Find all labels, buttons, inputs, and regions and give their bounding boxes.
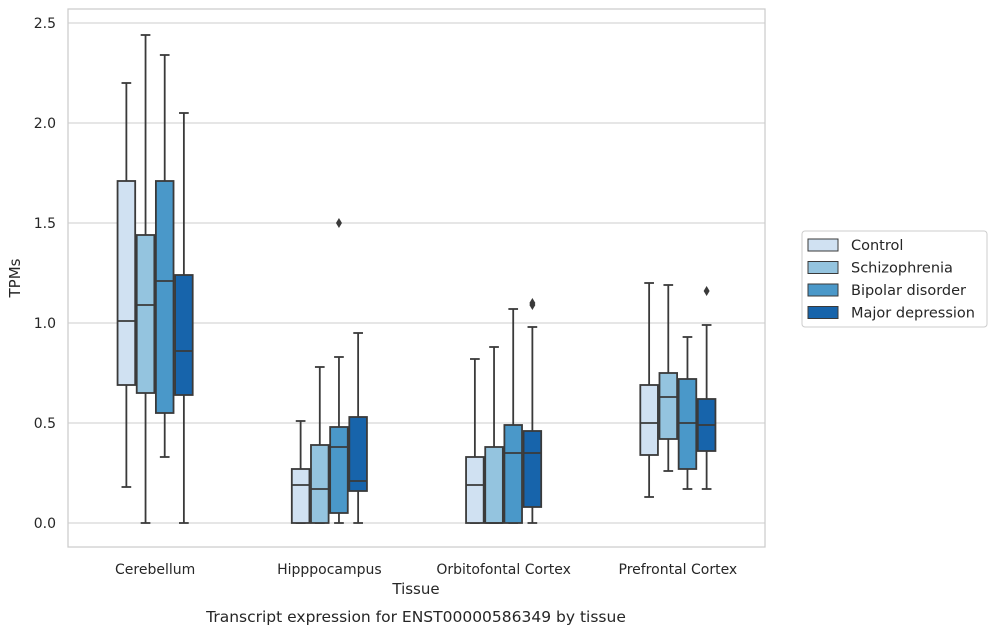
box-0-0 — [116, 82, 137, 488]
legend-swatch — [807, 306, 839, 319]
chart-caption: Transcript expression for ENST0000058634… — [205, 608, 626, 626]
y-tick-label: 0.5 — [34, 416, 56, 432]
box-2-2 — [503, 308, 523, 524]
legend-swatch — [807, 261, 839, 274]
box-body — [658, 372, 679, 440]
legend-items: Control Schizophrenia Bipolar disorder Majo… — [807, 238, 975, 322]
box-body — [522, 430, 543, 508]
box-body — [484, 446, 504, 524]
y-tick-label: 0.0 — [34, 516, 56, 532]
box-body — [290, 468, 311, 524]
legend-item: Major depression — [807, 306, 975, 322]
outlier-point — [529, 298, 536, 308]
outlier-point — [335, 218, 342, 228]
box-body — [174, 274, 194, 396]
legend-label: Schizophrenia — [851, 261, 953, 277]
box-layer — [116, 34, 717, 524]
box-body — [116, 180, 137, 386]
box-body — [154, 180, 175, 414]
y-tick-label: 1.5 — [34, 216, 56, 232]
x-tick-label: Prefrontal Cortex — [619, 562, 738, 578]
box-2-0 — [154, 54, 175, 458]
y-tick-label: 2.5 — [34, 16, 56, 32]
box-body — [329, 426, 349, 514]
legend-item: Schizophrenia — [807, 261, 953, 277]
box-1-1 — [310, 366, 330, 524]
box-2-3 — [677, 336, 698, 490]
box-body — [135, 234, 156, 394]
y-tick-label: 1.0 — [34, 316, 56, 332]
box-0-1 — [290, 420, 311, 524]
x-tick-label: Orbitofontal Cortex — [436, 562, 571, 578]
box-body — [310, 444, 330, 524]
x-tick-label: Hipppocampus — [277, 562, 382, 578]
legend-swatch — [807, 283, 839, 297]
y-tick-labels: 0.0 0.5 1.0 1.5 2.0 2.5 — [34, 16, 56, 532]
box-body — [503, 424, 523, 524]
legend-item: Control — [807, 238, 903, 254]
box-body — [465, 456, 485, 524]
x-tick-labels: Cerebellum Hipppocampus Orbitofontal Corte… — [115, 562, 737, 578]
legend: Control Schizophrenia Bipolar disorder Majo… — [801, 230, 988, 328]
box-3-1 — [348, 332, 368, 524]
x-axis-label: Tissue — [391, 580, 439, 598]
box-0-3 — [639, 282, 659, 498]
legend-swatch — [807, 238, 839, 252]
legend-frame — [801, 230, 988, 328]
legend-label: Major depression — [851, 306, 975, 322]
box-3-2 — [522, 298, 543, 524]
box-0-2 — [465, 358, 485, 524]
legend-label: Bipolar disorder — [851, 283, 966, 299]
box-body — [677, 378, 698, 470]
box-1-2 — [484, 346, 504, 524]
x-tick-label: Cerebellum — [115, 562, 195, 578]
box-3-0 — [174, 112, 194, 524]
y-tick-label: 2.0 — [34, 116, 56, 132]
box-1-0 — [135, 34, 156, 524]
box-body — [348, 416, 368, 492]
box-3-3 — [696, 286, 717, 490]
legend-item: Bipolar disorder — [807, 283, 966, 299]
y-axis-label: TPMs — [6, 258, 24, 298]
legend-label: Control — [851, 238, 903, 254]
box-2-1 — [329, 218, 349, 524]
box-body — [639, 384, 659, 456]
box-1-3 — [658, 284, 679, 472]
outlier-point — [703, 286, 710, 296]
